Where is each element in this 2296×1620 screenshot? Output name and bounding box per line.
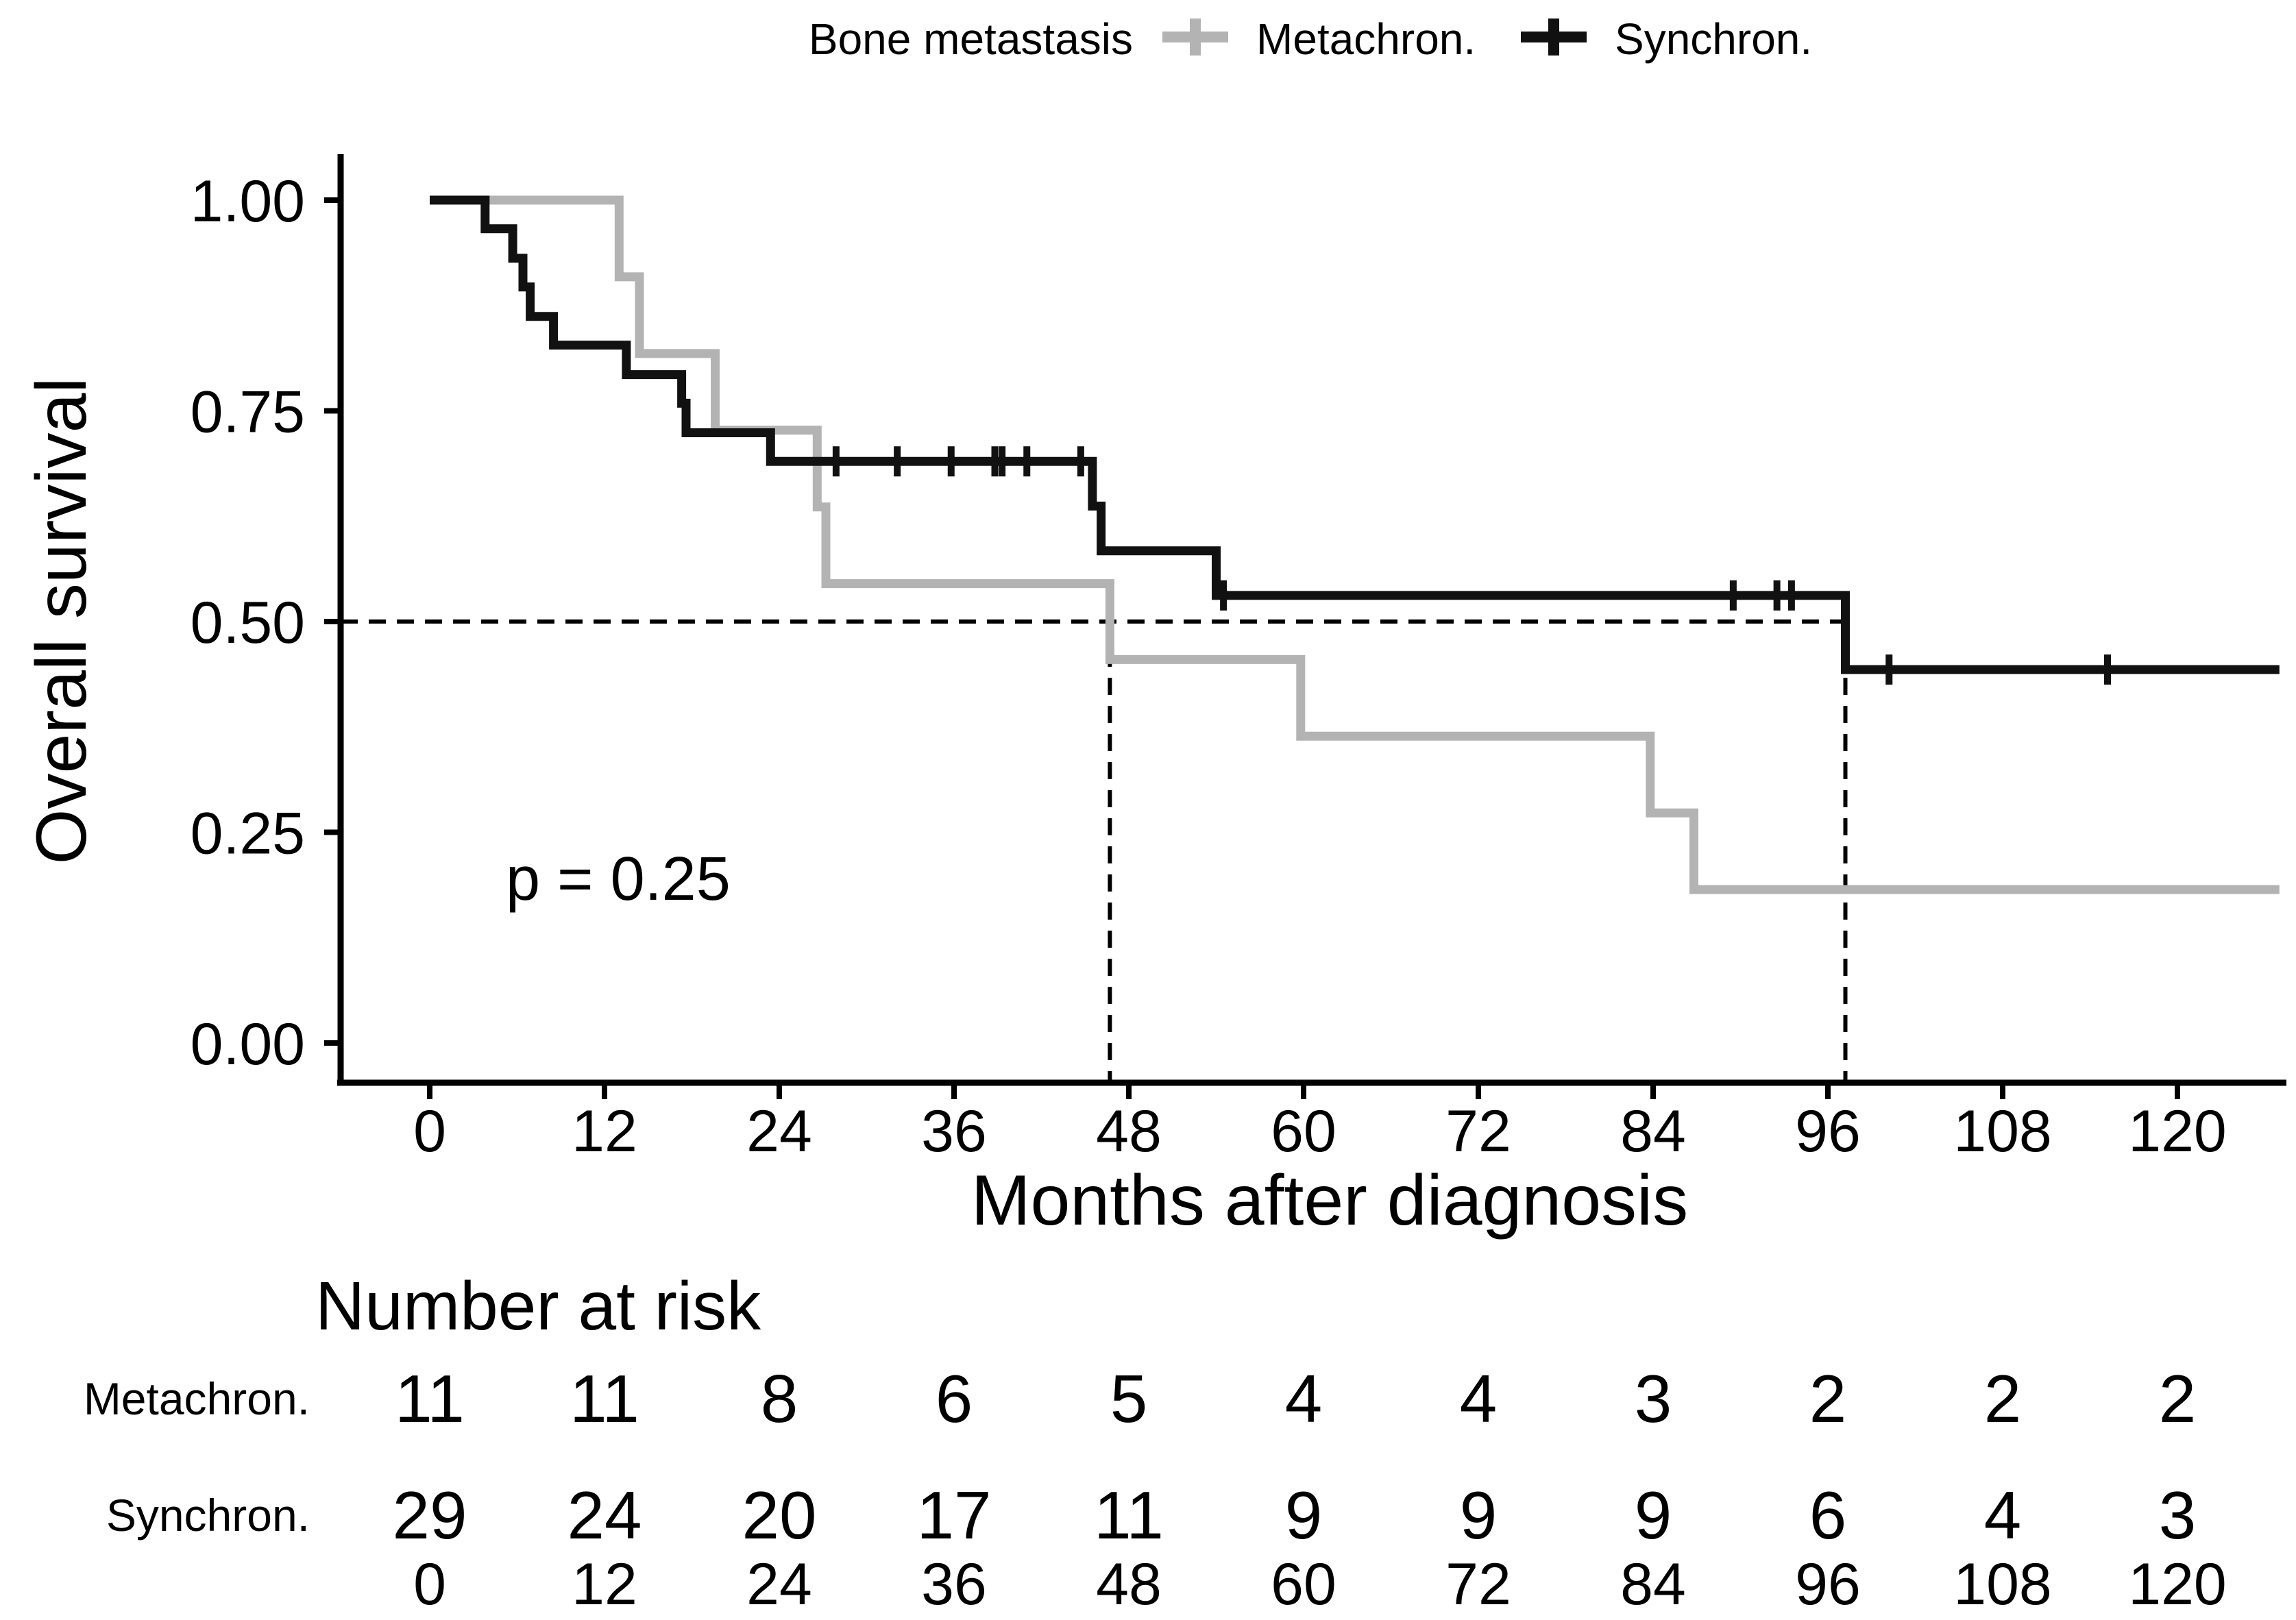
legend-item-metachron: Metachron. — [1162, 14, 1476, 64]
x-tick-label: 84 — [1620, 1099, 1686, 1164]
risk-count-value: 11 — [1094, 1477, 1164, 1553]
risk-time-label: 120 — [2128, 1551, 2227, 1617]
x-tick-label: 24 — [746, 1099, 812, 1164]
y-axis-title: Overall survival — [22, 378, 101, 865]
risk-table-title: Number at risk — [315, 1268, 761, 1345]
risk-count-value: 24 — [567, 1477, 642, 1553]
risk-count-value: 9 — [1460, 1477, 1498, 1553]
y-tick-label: 0.75 — [191, 380, 305, 445]
risk-counts: 11 11 8 6 5 4 4 3 2 2 2 29 24 20 17 11 9 9 9 6 4 3 — [392, 1361, 2196, 1553]
y-tick-label: 0.25 — [191, 801, 305, 867]
risk-count-value: 5 — [1110, 1361, 1148, 1436]
risk-time-axis: 0 12 24 36 48 60 72 84 96 108 120 — [413, 1551, 2227, 1617]
risk-time-label: 36 — [921, 1551, 987, 1617]
risk-time-label: 24 — [746, 1551, 812, 1617]
risk-time-label: 84 — [1620, 1551, 1686, 1617]
x-tick-label: 72 — [1445, 1099, 1511, 1164]
risk-count-value: 6 — [1809, 1477, 1847, 1553]
risk-row-label-synchron: Synchron. — [106, 1490, 310, 1541]
risk-count-value: 29 — [392, 1477, 467, 1553]
risk-count-value: 2 — [2159, 1361, 2197, 1436]
median-dashed-lines — [341, 619, 1848, 1081]
risk-count-value: 3 — [1635, 1361, 1672, 1436]
x-tick-label: 48 — [1096, 1099, 1162, 1164]
risk-count-value: 17 — [916, 1477, 991, 1553]
risk-table: Number at risk Metachron. Synchron. 11 11… — [84, 1268, 2227, 1617]
risk-time-label: 0 — [413, 1551, 446, 1617]
x-tick-label: 0 — [413, 1099, 446, 1164]
risk-time-label: 108 — [1953, 1551, 2052, 1617]
risk-time-label: 60 — [1271, 1551, 1336, 1617]
risk-time-label: 48 — [1096, 1551, 1162, 1617]
p-value-annotation: p = 0.25 — [506, 845, 731, 913]
synchron-plus-icon — [1521, 19, 1587, 56]
risk-count-value: 9 — [1285, 1477, 1323, 1553]
risk-count-value: 2 — [1984, 1361, 2022, 1436]
risk-time-label: 96 — [1795, 1551, 1861, 1617]
legend: Bone metastasis Metachron. Synchron. — [809, 14, 1812, 64]
y-tick-label: 0.00 — [191, 1011, 305, 1077]
risk-count-value: 11 — [395, 1361, 465, 1436]
x-tick-label: 36 — [921, 1099, 987, 1164]
legend-title: Bone metastasis — [809, 14, 1133, 64]
x-tick-label: 60 — [1271, 1099, 1336, 1164]
survival-curve-synchron — [430, 195, 2280, 674]
y-axis-ticks: 1.00 0.75 0.50 0.25 0.00 — [191, 169, 339, 1077]
risk-count-value: 4 — [1285, 1361, 1323, 1436]
risk-count-value: 11 — [570, 1361, 639, 1436]
y-tick-label: 1.00 — [191, 169, 305, 234]
risk-count-value: 4 — [1460, 1361, 1498, 1436]
risk-count-value: 2 — [1809, 1361, 1847, 1436]
risk-count-value: 8 — [761, 1361, 798, 1436]
survival-curve-metachron — [430, 195, 2280, 894]
x-tick-label: 108 — [1953, 1099, 2052, 1164]
risk-time-label: 12 — [572, 1551, 637, 1617]
y-tick-label: 0.50 — [191, 590, 305, 656]
legend-item-label: Synchron. — [1615, 14, 1812, 64]
metachron-plus-icon — [1162, 19, 1228, 56]
risk-count-value: 4 — [1984, 1477, 2022, 1553]
risk-count-value: 3 — [2159, 1477, 2197, 1553]
risk-time-label: 72 — [1445, 1551, 1511, 1617]
x-tick-label: 12 — [572, 1099, 637, 1164]
risk-count-value: 6 — [936, 1361, 973, 1436]
legend-item-synchron: Synchron. — [1521, 14, 1812, 64]
x-axis-ticks: 0 12 24 36 48 60 72 84 96 108 120 — [413, 1083, 2227, 1164]
risk-count-value: 9 — [1635, 1477, 1672, 1553]
censor-ticks — [832, 446, 2111, 685]
risk-count-value: 20 — [742, 1477, 816, 1553]
x-tick-label: 120 — [2128, 1099, 2227, 1164]
x-tick-label: 96 — [1795, 1099, 1861, 1164]
legend-item-label: Metachron. — [1256, 14, 1476, 64]
x-axis-title: Months after diagnosis — [971, 1161, 1688, 1240]
risk-row-label-metachron: Metachron. — [84, 1373, 310, 1424]
survival-curves — [430, 195, 2280, 894]
